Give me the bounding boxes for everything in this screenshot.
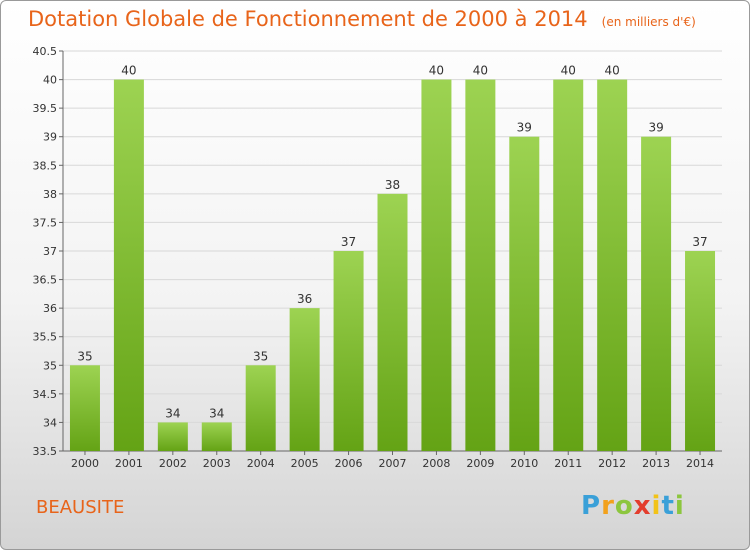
x-tick-label: 2000 bbox=[71, 457, 99, 470]
data-label: 35 bbox=[77, 349, 92, 363]
x-tick-label: 2013 bbox=[642, 457, 670, 470]
proxiti-logo: Proxiti bbox=[581, 491, 685, 521]
y-tick-label: 39 bbox=[43, 131, 57, 144]
bar bbox=[377, 193, 408, 451]
bar bbox=[157, 422, 188, 451]
x-tick-label: 2005 bbox=[291, 457, 319, 470]
x-tick-label: 2008 bbox=[422, 457, 450, 470]
bar bbox=[465, 79, 496, 452]
x-tick-label: 2006 bbox=[335, 457, 363, 470]
place-name: BEAUSITE bbox=[36, 497, 125, 518]
y-tick-label: 34.5 bbox=[33, 388, 58, 401]
data-label: 40 bbox=[429, 64, 444, 78]
x-tick-label: 2014 bbox=[686, 457, 714, 470]
x-tick-label: 2004 bbox=[247, 457, 275, 470]
y-tick-label: 37 bbox=[43, 245, 57, 258]
bar bbox=[553, 79, 584, 452]
x-tick-label: 2010 bbox=[510, 457, 538, 470]
data-label: 37 bbox=[692, 235, 707, 249]
x-tick-label: 2003 bbox=[203, 457, 231, 470]
logo-letter: t bbox=[661, 491, 675, 521]
logo-letter: P bbox=[581, 491, 602, 521]
bar bbox=[289, 308, 320, 451]
logo-letter: r bbox=[601, 491, 615, 521]
bar bbox=[509, 136, 540, 451]
y-tick-label: 38.5 bbox=[33, 159, 58, 172]
bar bbox=[597, 79, 628, 452]
bar bbox=[113, 79, 144, 452]
bar bbox=[245, 365, 276, 451]
y-tick-label: 38 bbox=[43, 188, 57, 201]
x-tick-label: 2007 bbox=[379, 457, 407, 470]
x-tick-label: 2001 bbox=[115, 457, 143, 470]
data-label: 39 bbox=[648, 121, 663, 135]
bar bbox=[69, 365, 100, 451]
bar bbox=[201, 422, 232, 451]
y-tick-label: 40 bbox=[43, 74, 57, 87]
data-label: 39 bbox=[517, 121, 532, 135]
y-tick-label: 37.5 bbox=[33, 216, 58, 229]
data-label: 34 bbox=[165, 406, 180, 420]
data-label: 40 bbox=[605, 64, 620, 78]
y-tick-label: 33.5 bbox=[33, 445, 58, 458]
y-tick-label: 34 bbox=[43, 416, 57, 429]
data-label: 40 bbox=[121, 64, 136, 78]
data-label: 34 bbox=[209, 406, 224, 420]
x-tick-label: 2009 bbox=[466, 457, 494, 470]
x-tick-label: 2011 bbox=[554, 457, 582, 470]
title-row: Dotation Globale de Fonctionnement de 20… bbox=[28, 7, 696, 31]
logo-letter: x bbox=[633, 491, 652, 521]
data-label: 37 bbox=[341, 235, 356, 249]
y-tick-label: 39.5 bbox=[33, 102, 58, 115]
bar bbox=[333, 251, 364, 451]
data-label: 40 bbox=[473, 64, 488, 78]
bar bbox=[641, 136, 672, 451]
chart-title: Dotation Globale de Fonctionnement de 20… bbox=[28, 7, 588, 31]
y-tick-label: 36.5 bbox=[33, 274, 58, 287]
y-tick-label: 35 bbox=[43, 359, 57, 372]
y-tick-label: 40.5 bbox=[33, 45, 58, 58]
x-tick-label: 2012 bbox=[598, 457, 626, 470]
unit-note: (en milliers d'€) bbox=[601, 15, 696, 29]
data-label: 40 bbox=[561, 64, 576, 78]
y-tick-label: 35.5 bbox=[33, 331, 58, 344]
x-tick-label: 2002 bbox=[159, 457, 187, 470]
logo-letter: o bbox=[614, 491, 634, 521]
logo-letter: i bbox=[674, 491, 685, 521]
data-label: 38 bbox=[385, 178, 400, 192]
bar bbox=[685, 251, 716, 451]
data-label: 36 bbox=[297, 292, 312, 306]
data-label: 35 bbox=[253, 349, 268, 363]
bar bbox=[421, 79, 452, 452]
y-tick-label: 36 bbox=[43, 302, 57, 315]
logo-letter: i bbox=[651, 491, 662, 521]
